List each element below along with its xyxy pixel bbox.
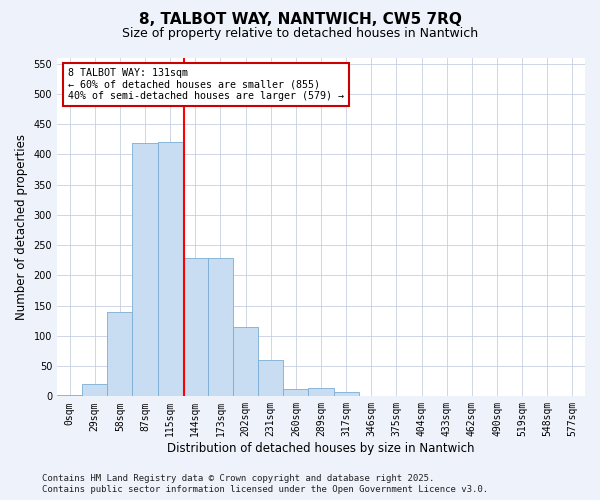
Bar [82,384,107,396]
Bar [158,142,183,397]
Bar [334,392,359,396]
Bar [233,327,258,396]
Bar [183,258,208,396]
Text: Size of property relative to detached houses in Nantwich: Size of property relative to detached ho… [122,27,478,40]
Bar [258,360,283,397]
Bar [107,312,133,396]
Bar [208,258,233,396]
Bar [308,388,334,396]
Text: Contains HM Land Registry data © Crown copyright and database right 2025.
Contai: Contains HM Land Registry data © Crown c… [42,474,488,494]
Text: 8, TALBOT WAY, NANTWICH, CW5 7RQ: 8, TALBOT WAY, NANTWICH, CW5 7RQ [139,12,461,28]
Bar [283,389,308,396]
Bar [133,144,158,396]
X-axis label: Distribution of detached houses by size in Nantwich: Distribution of detached houses by size … [167,442,475,455]
Text: 8 TALBOT WAY: 131sqm
← 60% of detached houses are smaller (855)
40% of semi-deta: 8 TALBOT WAY: 131sqm ← 60% of detached h… [68,68,344,101]
Y-axis label: Number of detached properties: Number of detached properties [15,134,28,320]
Bar [57,394,82,396]
